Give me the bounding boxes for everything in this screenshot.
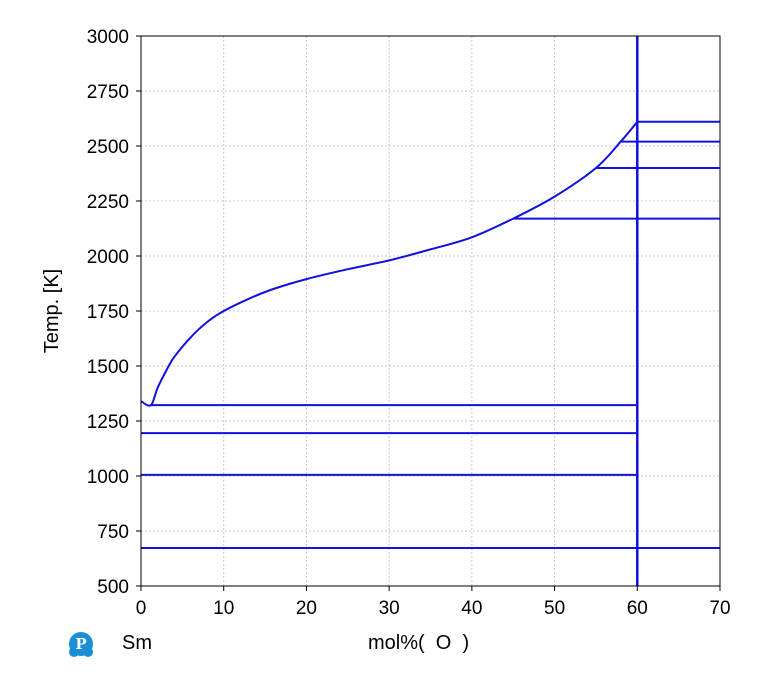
svg-text:P: P <box>75 635 86 653</box>
y-tick-label: 3000 <box>87 27 129 48</box>
grid <box>141 36 720 586</box>
x-tick-label: 10 <box>213 598 234 619</box>
x-tick-label: 70 <box>709 598 730 619</box>
y-axis-title: Temp. [K] <box>41 269 63 353</box>
phase-lines <box>140 36 720 586</box>
y-tick-label: 1000 <box>87 467 129 488</box>
y-tick-label: 2000 <box>87 247 129 268</box>
y-tick-label: 500 <box>97 577 129 598</box>
y-tick-label: 1250 <box>87 412 129 433</box>
liquidus-curve <box>140 121 639 407</box>
y-tick-label: 750 <box>97 522 129 543</box>
y-tick-label: 1750 <box>87 302 129 323</box>
y-tick-label: 2500 <box>87 137 129 158</box>
x-tick-label: 30 <box>379 598 400 619</box>
pandat-logo-icon: P <box>69 632 93 657</box>
x-tick-label: 20 <box>296 598 317 619</box>
y-tick-label: 1500 <box>87 357 129 378</box>
x-axis-title: mol%( O ) <box>368 632 470 654</box>
element-label: Sm <box>122 632 152 654</box>
ticks: 0 10 20 30 40 50 60 70 500 750 1000 1250 1500 1750 200… <box>87 27 731 619</box>
x-tick-label: 40 <box>461 598 482 619</box>
x-tick-label: 50 <box>544 598 565 619</box>
y-tick-label: 2750 <box>87 82 129 103</box>
x-tick-label: 60 <box>627 598 648 619</box>
y-tick-label: 2250 <box>87 192 129 213</box>
x-tick-label: 0 <box>136 598 147 619</box>
